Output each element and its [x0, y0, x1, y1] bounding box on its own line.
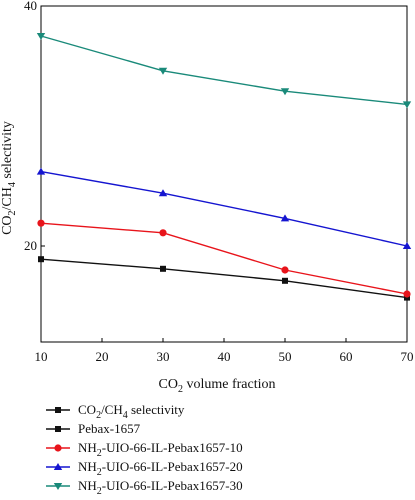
- data-point: [280, 88, 290, 96]
- legend-marker: [53, 463, 63, 470]
- series-line: [40, 170, 408, 247]
- legend-label: CO2/CH4 selectivity: [78, 402, 185, 421]
- plot-frame: [40, 5, 408, 343]
- data-point: [38, 256, 44, 263]
- series-line: [40, 258, 408, 299]
- legend-label: NH2-UIO-66-IL-Pebax1657-30: [78, 478, 243, 497]
- legend-label: Pebax-1657: [78, 421, 141, 436]
- legend-item: NH2-UIO-66-IL-Pebax1657-30: [46, 478, 243, 497]
- series-line: [40, 35, 408, 106]
- axis-ticks: 10 20 30 40 50 60 70 20 40: [24, 0, 414, 364]
- legend-item: NH2-UIO-66-IL-Pebax1657-20: [46, 459, 243, 478]
- series-2: [37, 219, 411, 298]
- legend-label: NH2-UIO-66-IL-Pebax1657-20: [78, 459, 243, 478]
- x-tick-label: 60: [340, 349, 353, 364]
- data-point: [404, 294, 410, 301]
- data-point: [36, 167, 46, 175]
- plot-area: [36, 5, 412, 343]
- data-point: [282, 277, 288, 284]
- data-point: [402, 101, 412, 109]
- legend-item: NH2-UIO-66-IL-Pebax1657-10: [46, 440, 243, 459]
- x-tick-label: 10: [35, 349, 48, 364]
- data-point: [36, 33, 46, 40]
- series-line: [40, 222, 408, 295]
- data-point: [280, 214, 290, 222]
- data-point: [158, 67, 168, 75]
- x-tick-label: 20: [96, 349, 109, 364]
- data-point: [37, 219, 45, 227]
- data-point: [402, 242, 412, 249]
- legend-label: NH2-UIO-66-IL-Pebax1657-10: [78, 440, 243, 459]
- series-1: [38, 256, 410, 301]
- legend-marker: [55, 426, 61, 432]
- y-axis-title: CO2/CH4 selectivity: [0, 121, 18, 235]
- x-tick-label: 50: [279, 349, 292, 364]
- data-point: [160, 265, 166, 272]
- x-tick-label: 30: [157, 349, 170, 364]
- legend-item: Pebax-1657: [46, 421, 141, 436]
- legend-marker: [53, 483, 63, 490]
- x-tick-label: 70: [401, 349, 414, 364]
- data-point: [403, 290, 411, 298]
- y-tick-label: 40: [24, 0, 37, 13]
- y-tick-label: 20: [24, 238, 37, 253]
- data-point: [281, 266, 289, 274]
- series-4: [36, 33, 412, 109]
- legend-item: CO2/CH4 selectivity: [46, 402, 185, 421]
- data-point: [158, 189, 168, 197]
- x-axis-title: CO2 volume fraction: [159, 377, 276, 395]
- legend-marker: [54, 444, 62, 452]
- data-point: [159, 229, 167, 237]
- x-tick-label: 40: [218, 349, 231, 364]
- legend-marker: [55, 407, 61, 413]
- series-3: [36, 167, 412, 249]
